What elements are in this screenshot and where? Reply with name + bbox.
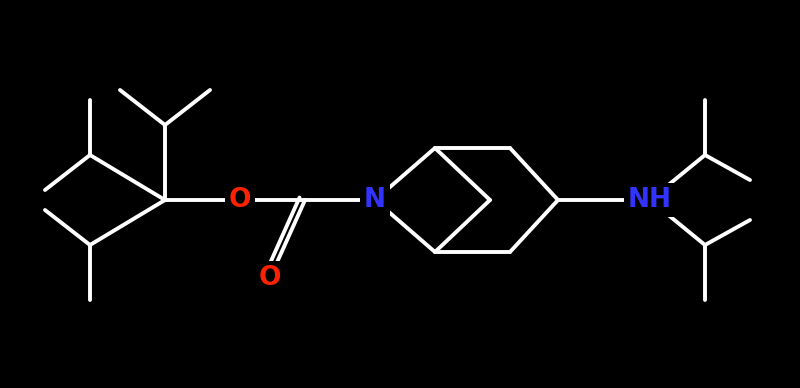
Text: O: O [229,187,251,213]
Text: N: N [364,187,386,213]
Text: O: O [258,265,282,291]
Text: NH: NH [628,187,672,213]
